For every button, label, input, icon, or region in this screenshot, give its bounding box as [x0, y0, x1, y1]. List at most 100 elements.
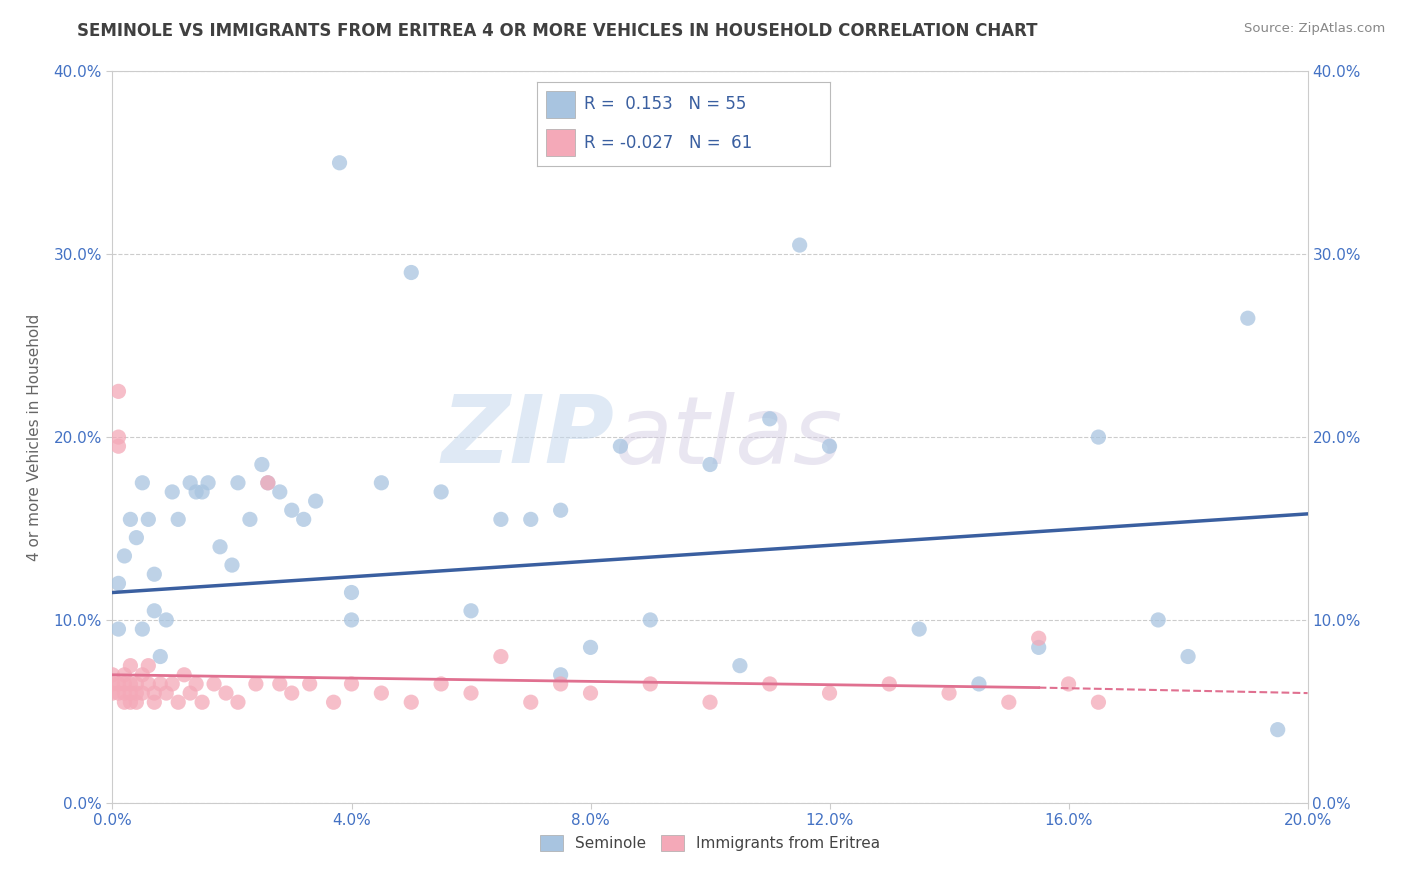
Point [143, 695, 166, 709]
Point [430, 485, 453, 500]
Point [149, 677, 172, 691]
Point [215, 686, 238, 700]
Point [550, 677, 572, 691]
Point [1087, 430, 1109, 444]
Point [107, 430, 129, 444]
Point [489, 512, 512, 526]
Point [138, 677, 160, 691]
Point [340, 585, 363, 599]
Point [114, 677, 135, 691]
Point [107, 576, 129, 591]
Point [370, 475, 392, 490]
Point [550, 503, 572, 517]
Text: Source: ZipAtlas.com: Source: ZipAtlas.com [1244, 22, 1385, 36]
Point [131, 475, 153, 490]
Point [759, 412, 782, 426]
Point [162, 485, 183, 500]
Point [191, 485, 214, 500]
Point [125, 686, 148, 700]
Point [250, 458, 273, 472]
Point [818, 439, 841, 453]
Point [107, 384, 129, 399]
Point [101, 667, 124, 681]
Point [167, 695, 190, 709]
Point [143, 686, 166, 700]
Point [489, 649, 512, 664]
Point [908, 622, 931, 636]
Point [269, 677, 291, 691]
Point [430, 677, 453, 691]
Point [579, 686, 602, 700]
Point [640, 613, 662, 627]
Point [401, 266, 423, 280]
Text: ZIP: ZIP [441, 391, 614, 483]
Point [329, 156, 352, 170]
Point [550, 667, 572, 681]
Point [114, 667, 135, 681]
Point [609, 439, 631, 453]
Point [155, 613, 177, 627]
Point [281, 686, 304, 700]
Point [239, 512, 262, 526]
Point [938, 686, 960, 700]
Point [818, 686, 841, 700]
Point [269, 485, 291, 500]
Point [257, 475, 280, 490]
Point [138, 658, 160, 673]
Point [460, 686, 482, 700]
Point [107, 677, 129, 691]
Point [759, 677, 782, 691]
Y-axis label: 4 or more Vehicles in Household: 4 or more Vehicles in Household [28, 313, 42, 561]
Point [120, 686, 142, 700]
Point [1028, 632, 1050, 646]
Point [179, 686, 201, 700]
Point [120, 677, 142, 691]
Point [186, 485, 208, 500]
Point [191, 695, 214, 709]
Point [1237, 311, 1260, 326]
Point [370, 686, 392, 700]
Point [520, 695, 543, 709]
Point [162, 677, 183, 691]
Point [202, 677, 225, 691]
Point [401, 695, 423, 709]
Point [340, 677, 363, 691]
Point [101, 677, 124, 691]
Point [143, 567, 166, 582]
Point [879, 677, 901, 691]
Point [1087, 695, 1109, 709]
Point [292, 512, 315, 526]
Point [179, 475, 201, 490]
Point [125, 531, 148, 545]
Point [107, 686, 129, 700]
Point [998, 695, 1021, 709]
Point [120, 658, 142, 673]
Point [114, 695, 135, 709]
Point [1267, 723, 1289, 737]
Point [107, 622, 129, 636]
Point [340, 613, 363, 627]
Point [131, 667, 153, 681]
Point [520, 512, 543, 526]
Point [699, 695, 721, 709]
Point [138, 512, 160, 526]
Point [131, 686, 153, 700]
Legend: Seminole, Immigrants from Eritrea: Seminole, Immigrants from Eritrea [533, 830, 887, 857]
Point [967, 677, 990, 691]
Point [789, 238, 811, 252]
Point [120, 695, 142, 709]
Point [226, 475, 249, 490]
Point [1147, 613, 1170, 627]
Point [114, 686, 135, 700]
Point [1028, 640, 1050, 655]
Point [167, 512, 190, 526]
Point [322, 695, 344, 709]
Point [125, 677, 148, 691]
Point [120, 512, 142, 526]
Point [125, 695, 148, 709]
Point [173, 667, 195, 681]
Point [298, 677, 321, 691]
Point [143, 604, 166, 618]
Point [221, 558, 243, 573]
Point [460, 604, 482, 618]
